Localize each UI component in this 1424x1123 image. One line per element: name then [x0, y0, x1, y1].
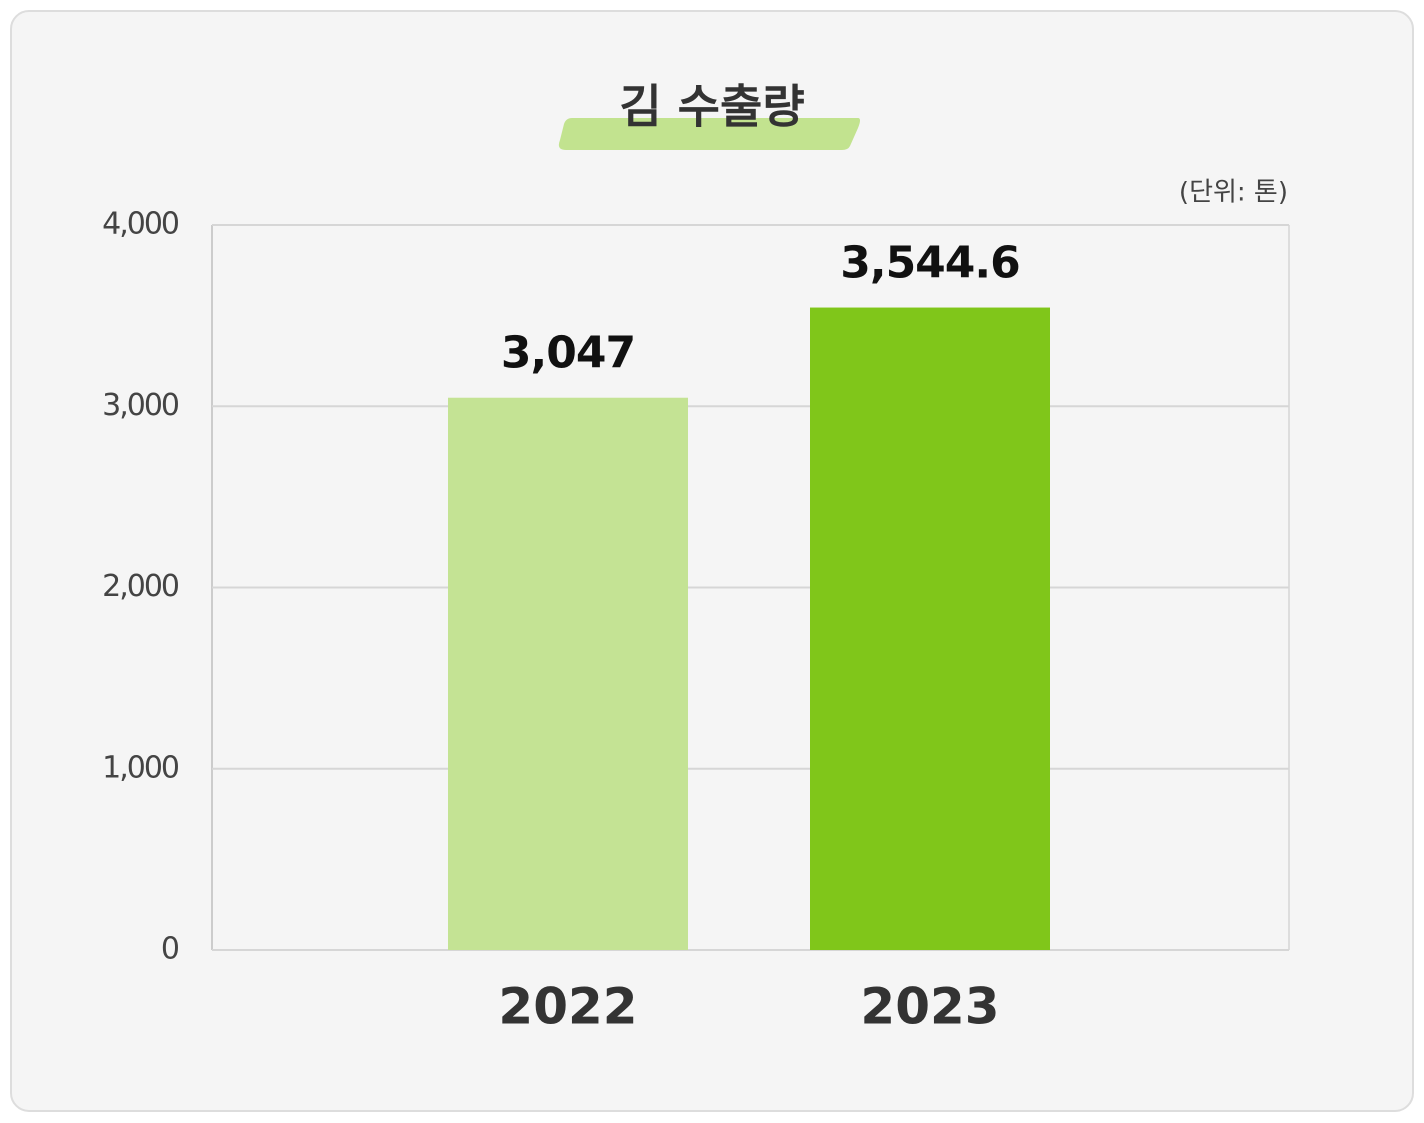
value-label: 3,047 [501, 328, 635, 379]
unit-label: (단위: 톤) [1179, 178, 1288, 208]
bar [810, 307, 1050, 950]
y-tick-label: 1,000 [102, 750, 179, 785]
bar [448, 397, 688, 950]
x-tick-label: 2022 [498, 978, 637, 1036]
y-tick-label: 4,000 [102, 207, 179, 242]
y-tick-label: 2,000 [102, 569, 179, 604]
x-tick-label: 2023 [860, 978, 999, 1036]
chart-title: 김 수출량 [619, 80, 804, 134]
card [10, 10, 1414, 1112]
title-highlight [558, 118, 860, 150]
value-label: 3,544.6 [840, 238, 1020, 289]
y-tick-label: 3,000 [102, 388, 179, 423]
y-tick-label: 0 [161, 932, 179, 967]
